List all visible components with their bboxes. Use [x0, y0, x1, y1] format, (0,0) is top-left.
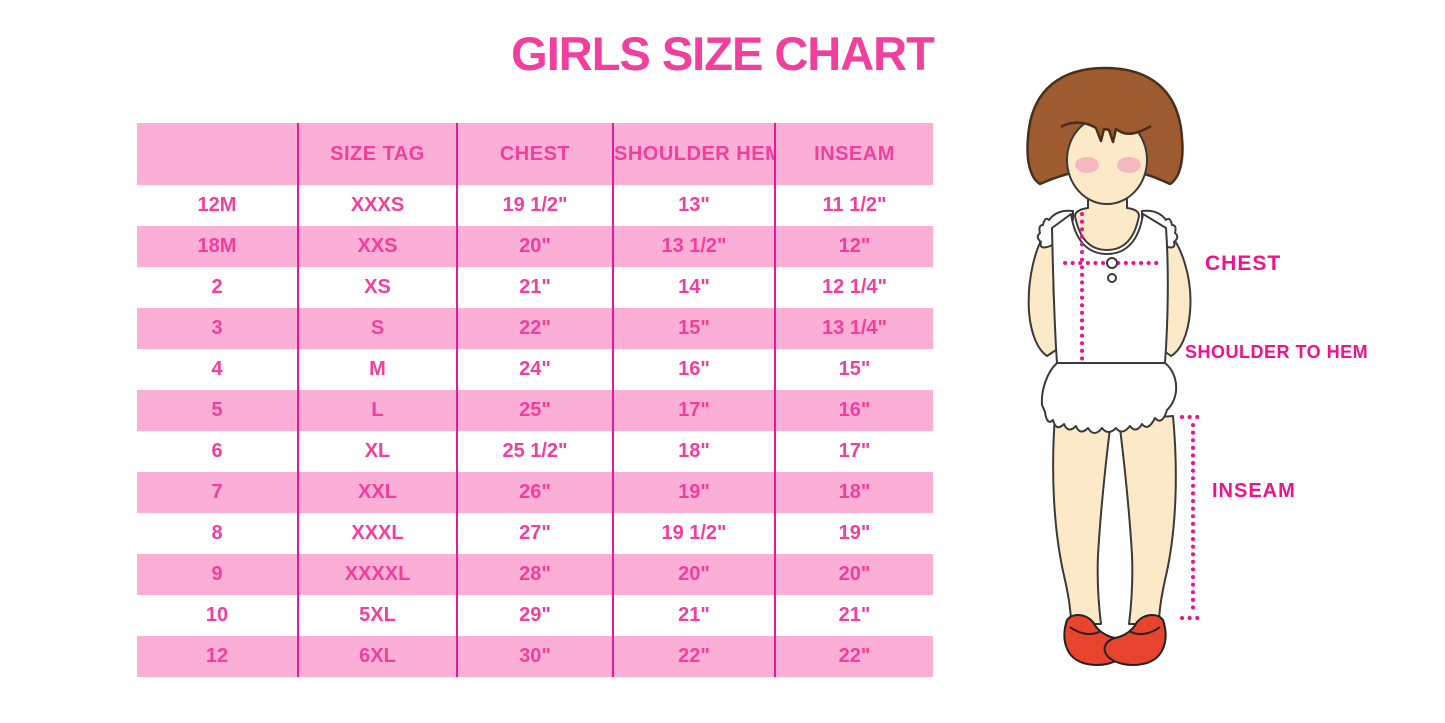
table-cell: 15"	[774, 349, 933, 390]
table-row: 7 XXL 26" 19" 18"	[137, 472, 933, 513]
chest-label: CHEST	[1205, 252, 1282, 275]
table-cell: 21"	[612, 595, 775, 636]
table-row: 4 M 24" 16" 15"	[137, 349, 933, 390]
table-cell: S	[297, 308, 457, 349]
table-cell: 13"	[612, 185, 775, 226]
table-cell: 12 1/4"	[774, 267, 933, 308]
table-cell: 15"	[612, 308, 775, 349]
girl-neck	[1074, 187, 1140, 251]
table-cell: 18"	[774, 472, 933, 513]
table-header-row: SIZE TAG CHEST SHOULDER HEM INSEAM	[137, 123, 933, 185]
table-cell: L	[297, 390, 457, 431]
table-cell: 5XL	[297, 595, 457, 636]
table-row: 18M XXS 20" 13 1/2" 12"	[137, 226, 933, 267]
table-cell: 30"	[456, 636, 613, 677]
table-cell: 25 1/2"	[456, 431, 613, 472]
table-cell: 13 1/2"	[612, 226, 775, 267]
table-cell: 14"	[612, 267, 775, 308]
table-cell: M	[297, 349, 457, 390]
table-cell: 12"	[774, 226, 933, 267]
table-cell: 26"	[456, 472, 613, 513]
size-cell: 8	[137, 513, 298, 554]
table-cell: 18"	[612, 431, 775, 472]
inseam-label: INSEAM	[1212, 480, 1296, 502]
girl-face	[1066, 115, 1148, 205]
table-cell: 22"	[612, 636, 775, 677]
inseam-measure-line	[1180, 415, 1204, 620]
size-table: SIZE TAG CHEST SHOULDER HEM INSEAM 12M XXXS 19…	[137, 123, 933, 677]
size-cell: 4	[137, 349, 298, 390]
table-row: 3 S 22" 15" 13 1/4"	[137, 308, 933, 349]
girl-legs	[1052, 415, 1177, 625]
column-header: SIZE TAG	[297, 123, 457, 185]
table-cell: 24"	[456, 349, 613, 390]
table-cell: 22"	[774, 636, 933, 677]
table-cell: XS	[297, 267, 457, 308]
girl-shoes	[1063, 614, 1167, 666]
blush-left	[1075, 157, 1099, 173]
table-cell: XXL	[297, 472, 457, 513]
girl-skirt	[1040, 362, 1178, 434]
table-cell: 6XL	[297, 636, 457, 677]
table-cell: 20"	[456, 226, 613, 267]
table-row: 12 6XL 30" 22" 22"	[137, 636, 933, 677]
table-cell: 29"	[456, 595, 613, 636]
size-cell: 9	[137, 554, 298, 595]
size-cell: 2	[137, 267, 298, 308]
size-cell: 3	[137, 308, 298, 349]
blush-right	[1117, 157, 1141, 173]
table-row: 10 5XL 29" 21" 21"	[137, 595, 933, 636]
column-header: INSEAM	[774, 123, 933, 185]
table-cell: 25"	[456, 390, 613, 431]
size-cell: 5	[137, 390, 298, 431]
table-cell: 20"	[774, 554, 933, 595]
girl-bangs	[1052, 88, 1161, 144]
table-cell: XL	[297, 431, 457, 472]
table-cell: 19 1/2"	[612, 513, 775, 554]
table-cell: XXXS	[297, 185, 457, 226]
table-cell: 20"	[612, 554, 775, 595]
size-cell: 7	[137, 472, 298, 513]
size-cell: 18M	[137, 226, 298, 267]
measurement-diagram: CHEST SHOULDER TO HEM INSEAM	[985, 60, 1445, 705]
table-row: 6 XL 25 1/2" 18" 17"	[137, 431, 933, 472]
table-row: 9 XXXXL 28" 20" 20"	[137, 554, 933, 595]
table-cell: 22"	[456, 308, 613, 349]
girl-figure-illustration	[1026, 66, 1204, 666]
column-header-blank	[137, 123, 298, 185]
size-cell: 12	[137, 636, 298, 677]
table-cell: 21"	[774, 595, 933, 636]
table-row: 5 L 25" 17" 16"	[137, 390, 933, 431]
table-cell: 17"	[774, 431, 933, 472]
table-cell: 19"	[612, 472, 775, 513]
table-row: 2 XS 21" 14" 12 1/4"	[137, 267, 933, 308]
table-cell: XXXXL	[297, 554, 457, 595]
table-cell: 13 1/4"	[774, 308, 933, 349]
table-cell: 28"	[456, 554, 613, 595]
table-cell: XXS	[297, 226, 457, 267]
size-cell: 10	[137, 595, 298, 636]
table-row: 8 XXXL 27" 19 1/2" 19"	[137, 513, 933, 554]
table-cell: 19 1/2"	[456, 185, 613, 226]
table-cell: 19"	[774, 513, 933, 554]
column-header: CHEST	[456, 123, 613, 185]
size-cell: 6	[137, 431, 298, 472]
table-cell: XXXL	[297, 513, 457, 554]
column-header: SHOULDER HEM	[612, 123, 775, 185]
size-cell: 12M	[137, 185, 298, 226]
girl-top-buttons	[1106, 257, 1118, 283]
table-row: 12M XXXS 19 1/2" 13" 11 1/2"	[137, 185, 933, 226]
page-title: GIRLS SIZE CHART	[511, 27, 935, 80]
table-cell: 21"	[456, 267, 613, 308]
table-cell: 11 1/2"	[774, 185, 933, 226]
table-cell: 17"	[612, 390, 775, 431]
table-cell: 16"	[612, 349, 775, 390]
shoulder-to-hem-label: SHOULDER TO HEM	[1185, 342, 1369, 362]
size-chart-table-container: SIZE TAG CHEST SHOULDER HEM INSEAM 12M XXXS 19…	[137, 123, 933, 677]
table-cell: 16"	[774, 390, 933, 431]
table-cell: 27"	[456, 513, 613, 554]
